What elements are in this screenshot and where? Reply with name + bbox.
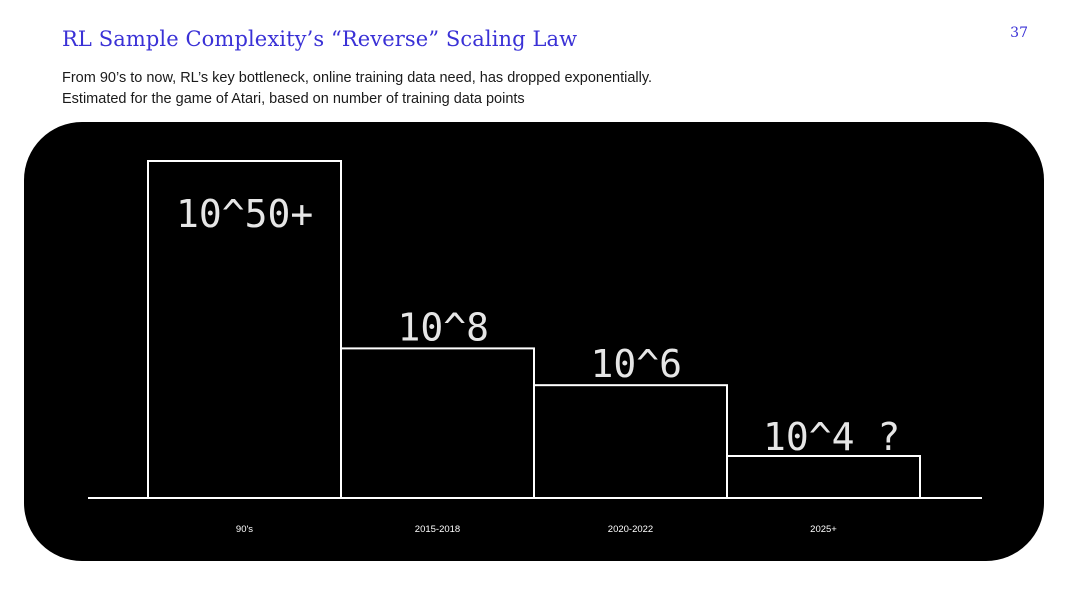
category-label-2: 2015-2018: [415, 524, 460, 535]
category-label-4: 2025+: [810, 524, 837, 535]
slide-title: RL Sample Complexity’s “Reverse” Scaling…: [62, 27, 578, 51]
bar-3: [533, 384, 728, 499]
bar-4: [726, 455, 921, 499]
value-label-1: 10^50+: [176, 192, 313, 236]
value-label-4: 10^4 ?: [763, 415, 900, 459]
bar-2: [340, 347, 535, 499]
slide-subtitle: From 90’s to now, RL’s key bottleneck, o…: [62, 68, 652, 110]
subtitle-line-2: Estimated for the game of Atari, based o…: [62, 91, 525, 107]
subtitle-line-1: From 90’s to now, RL’s key bottleneck, o…: [62, 70, 653, 86]
page-number: 37: [1010, 25, 1028, 41]
category-label-1: 90's: [236, 524, 253, 535]
value-label-2: 10^8: [398, 305, 490, 349]
value-label-3: 10^6: [591, 342, 683, 386]
bar-1: [147, 160, 342, 499]
category-label-3: 2020-2022: [608, 524, 653, 535]
